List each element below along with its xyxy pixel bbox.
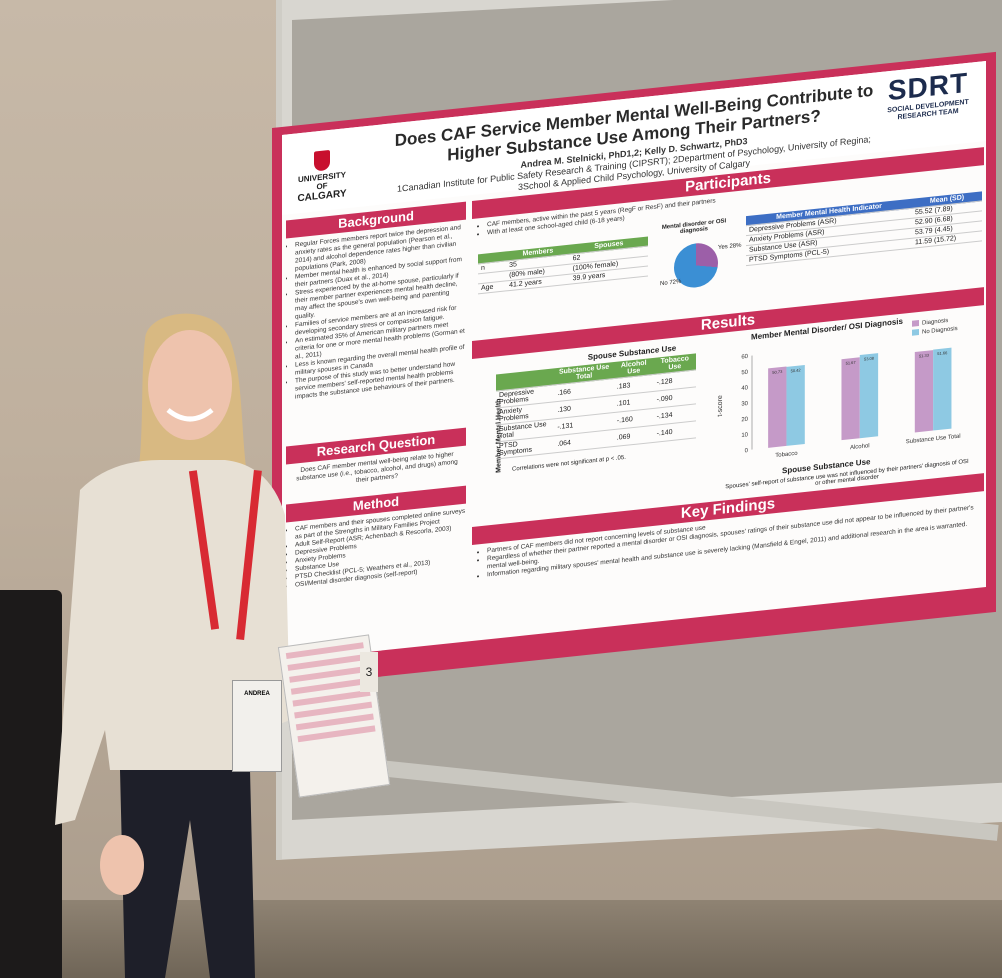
x-tick-label: Alcohol — [850, 443, 870, 451]
method-list: CAF members and their spouses completed … — [286, 508, 466, 591]
y-tick-label: 30 — [741, 401, 748, 408]
table-cell: .069 — [613, 425, 654, 447]
x-tick-label: Tobacco — [775, 451, 798, 459]
y-tick-label: 50 — [741, 370, 748, 377]
poster-number-tag: 3 — [360, 652, 378, 692]
name-badge: ANDREA — [232, 680, 282, 772]
pie-label: Mental disorder or OSI diagnosis — [661, 218, 727, 236]
dark-table — [0, 590, 62, 978]
mental-health-table: Member Mental Health Indicator Mean (SD) D… — [746, 191, 982, 266]
university-logo: UNIVERSITY OF CALGARY — [292, 148, 352, 205]
bar-value-label: 50.42 — [791, 367, 802, 373]
y-tick-label: 40 — [741, 385, 748, 392]
correlation-note: Correlations were not significant at p <… — [512, 454, 626, 473]
y-tick-label: 60 — [741, 354, 748, 361]
badge-name: ANDREA — [244, 691, 270, 697]
bar-diagnosis — [841, 357, 860, 441]
sweater — [55, 460, 290, 825]
poster-border: UNIVERSITY OF CALGARY Does CAF Service M… — [272, 51, 996, 688]
bar-no-diagnosis — [786, 365, 805, 446]
crest-icon — [314, 149, 330, 172]
person — [55, 313, 290, 978]
background-list: Regular Forces members report twice the … — [286, 224, 466, 403]
poster: UNIVERSITY OF CALGARY Does CAF Service M… — [272, 0, 1002, 720]
legend-label: No Diagnosis — [922, 326, 958, 336]
method-text: CAF members and their spouses completed … — [286, 508, 466, 647]
background-text: Regular Forces members report twice the … — [286, 224, 466, 443]
demographics-table: Members Spouses n 35 62 (80% male) (100% femal… — [478, 236, 648, 294]
correlation-table: Substance Use Total Alcohol Use Tobacco Us… — [496, 353, 696, 459]
legend-swatch — [912, 319, 919, 327]
y-tick-label: 10 — [741, 432, 748, 439]
bar-diagnosis — [768, 366, 787, 448]
y-tick-label: 20 — [741, 417, 748, 424]
table-cell: -.140 — [653, 420, 696, 443]
bar-no-diagnosis — [859, 353, 879, 439]
bar-chart: Member Mental Disorder/ OSI Diagnosis010… — [717, 317, 961, 459]
pie-no-label: No 72% — [660, 278, 682, 288]
pants — [120, 770, 255, 978]
bar-value-label: 51.66 — [937, 350, 948, 356]
bar-diagnosis — [914, 350, 934, 433]
bar-value-label: 53.08 — [864, 356, 875, 362]
smile — [166, 408, 214, 422]
legend-label: Diagnosis — [922, 318, 948, 327]
poster-content: UNIVERSITY OF CALGARY Does CAF Service M… — [282, 60, 986, 661]
hand — [100, 835, 144, 895]
face — [148, 330, 232, 440]
table-cell: Age — [478, 280, 507, 294]
y-axis-label: t-score — [717, 395, 724, 417]
y-tick-label: 0 — [745, 448, 749, 454]
bar-value-label: 51.33 — [919, 352, 930, 358]
legend-swatch — [912, 328, 919, 336]
bar-no-diagnosis — [933, 347, 952, 431]
pie-yes-label: Yes 28% — [718, 242, 742, 252]
bar-value-label: 50.73 — [772, 369, 783, 375]
bar-value-label: 51.67 — [846, 360, 857, 366]
x-tick-label: Substance Use Total — [906, 434, 961, 446]
